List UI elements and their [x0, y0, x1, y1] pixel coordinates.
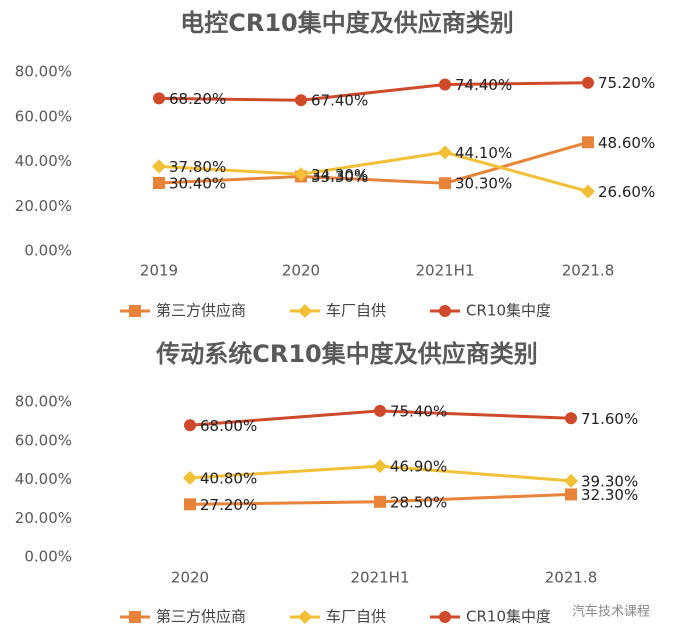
x-tick-label: 2021.8	[545, 569, 598, 587]
marker	[565, 412, 577, 425]
data-label: 30.40%	[169, 174, 226, 192]
marker	[438, 145, 452, 160]
legend-label: CR10集中度	[466, 608, 551, 626]
marker	[153, 92, 165, 105]
x-tick-label: 2021.8	[562, 262, 615, 280]
legend-label: 第三方供应商	[156, 608, 246, 626]
data-label: 75.20%	[598, 74, 655, 92]
x-tick-label: 2019	[140, 262, 178, 280]
chart-title: 传动系统CR10集中度及供应商类别	[155, 340, 538, 368]
y-tick-label: 0.00%	[24, 548, 72, 566]
legend-marker	[439, 305, 451, 317]
legend-marker	[298, 304, 312, 318]
watermark: 汽车技术课程	[572, 604, 650, 620]
marker	[153, 176, 165, 189]
marker	[295, 94, 307, 107]
marker	[439, 78, 451, 91]
data-label: 33.30%	[311, 168, 368, 186]
legend-label: 车厂自供	[326, 608, 386, 626]
data-label: 39.30%	[581, 472, 638, 490]
series-line	[158, 150, 589, 193]
data-label: 26.60%	[598, 183, 655, 201]
legend-label: 第三方供应商	[156, 302, 246, 320]
data-label: 75.40%	[390, 402, 447, 420]
data-label: 27.20%	[200, 496, 257, 514]
marker	[439, 177, 451, 190]
data-label: 46.90%	[390, 458, 447, 476]
marker	[373, 459, 387, 474]
marker	[374, 495, 386, 508]
marker	[582, 76, 594, 89]
y-tick-label: 40.00%	[15, 152, 72, 170]
legend-marker	[129, 611, 141, 623]
data-label: 34.30%	[311, 166, 368, 184]
marker	[564, 473, 578, 488]
marker	[565, 488, 577, 501]
y-tick-label: 20.00%	[15, 509, 72, 527]
series-line	[158, 81, 589, 102]
x-tick-label: 2020	[282, 262, 320, 280]
legend-marker	[129, 305, 141, 317]
x-tick-label: 2020	[171, 569, 209, 587]
y-tick-label: 80.00%	[15, 393, 72, 411]
data-label: 30.30%	[455, 175, 512, 193]
y-tick-label: 40.00%	[15, 470, 72, 488]
x-tick-label: 2021H1	[416, 262, 475, 280]
marker	[183, 470, 197, 485]
x-tick-label: 2021H1	[351, 569, 410, 587]
data-label: 67.40%	[311, 92, 368, 110]
marker	[374, 404, 386, 417]
marker	[184, 419, 196, 432]
data-label: 71.60%	[581, 410, 638, 428]
series-line	[158, 140, 589, 185]
data-label: 37.80%	[169, 158, 226, 176]
y-tick-label: 60.00%	[15, 107, 72, 125]
marker	[184, 498, 196, 511]
marker	[582, 136, 594, 149]
y-tick-label: 20.00%	[15, 197, 72, 215]
data-label: 32.30%	[581, 486, 638, 504]
y-tick-label: 0.00%	[24, 242, 72, 260]
marker	[581, 184, 595, 199]
data-label: 28.50%	[390, 493, 447, 511]
y-tick-label: 80.00%	[15, 63, 72, 81]
marker	[152, 159, 166, 174]
marker	[294, 167, 308, 182]
legend-marker	[298, 610, 312, 624]
data-label: 40.80%	[200, 469, 257, 487]
legend-label: CR10集中度	[466, 302, 551, 320]
chart-title: 电控CR10集中度及供应商类别	[180, 9, 514, 37]
data-label: 74.40%	[455, 76, 512, 94]
data-label: 68.20%	[169, 90, 226, 108]
legend-marker	[439, 611, 451, 623]
data-label: 44.10%	[455, 144, 512, 162]
y-tick-label: 60.00%	[15, 431, 72, 449]
data-label: 48.60%	[598, 134, 655, 152]
data-label: 68.00%	[200, 417, 257, 435]
legend-label: 车厂自供	[326, 302, 386, 320]
